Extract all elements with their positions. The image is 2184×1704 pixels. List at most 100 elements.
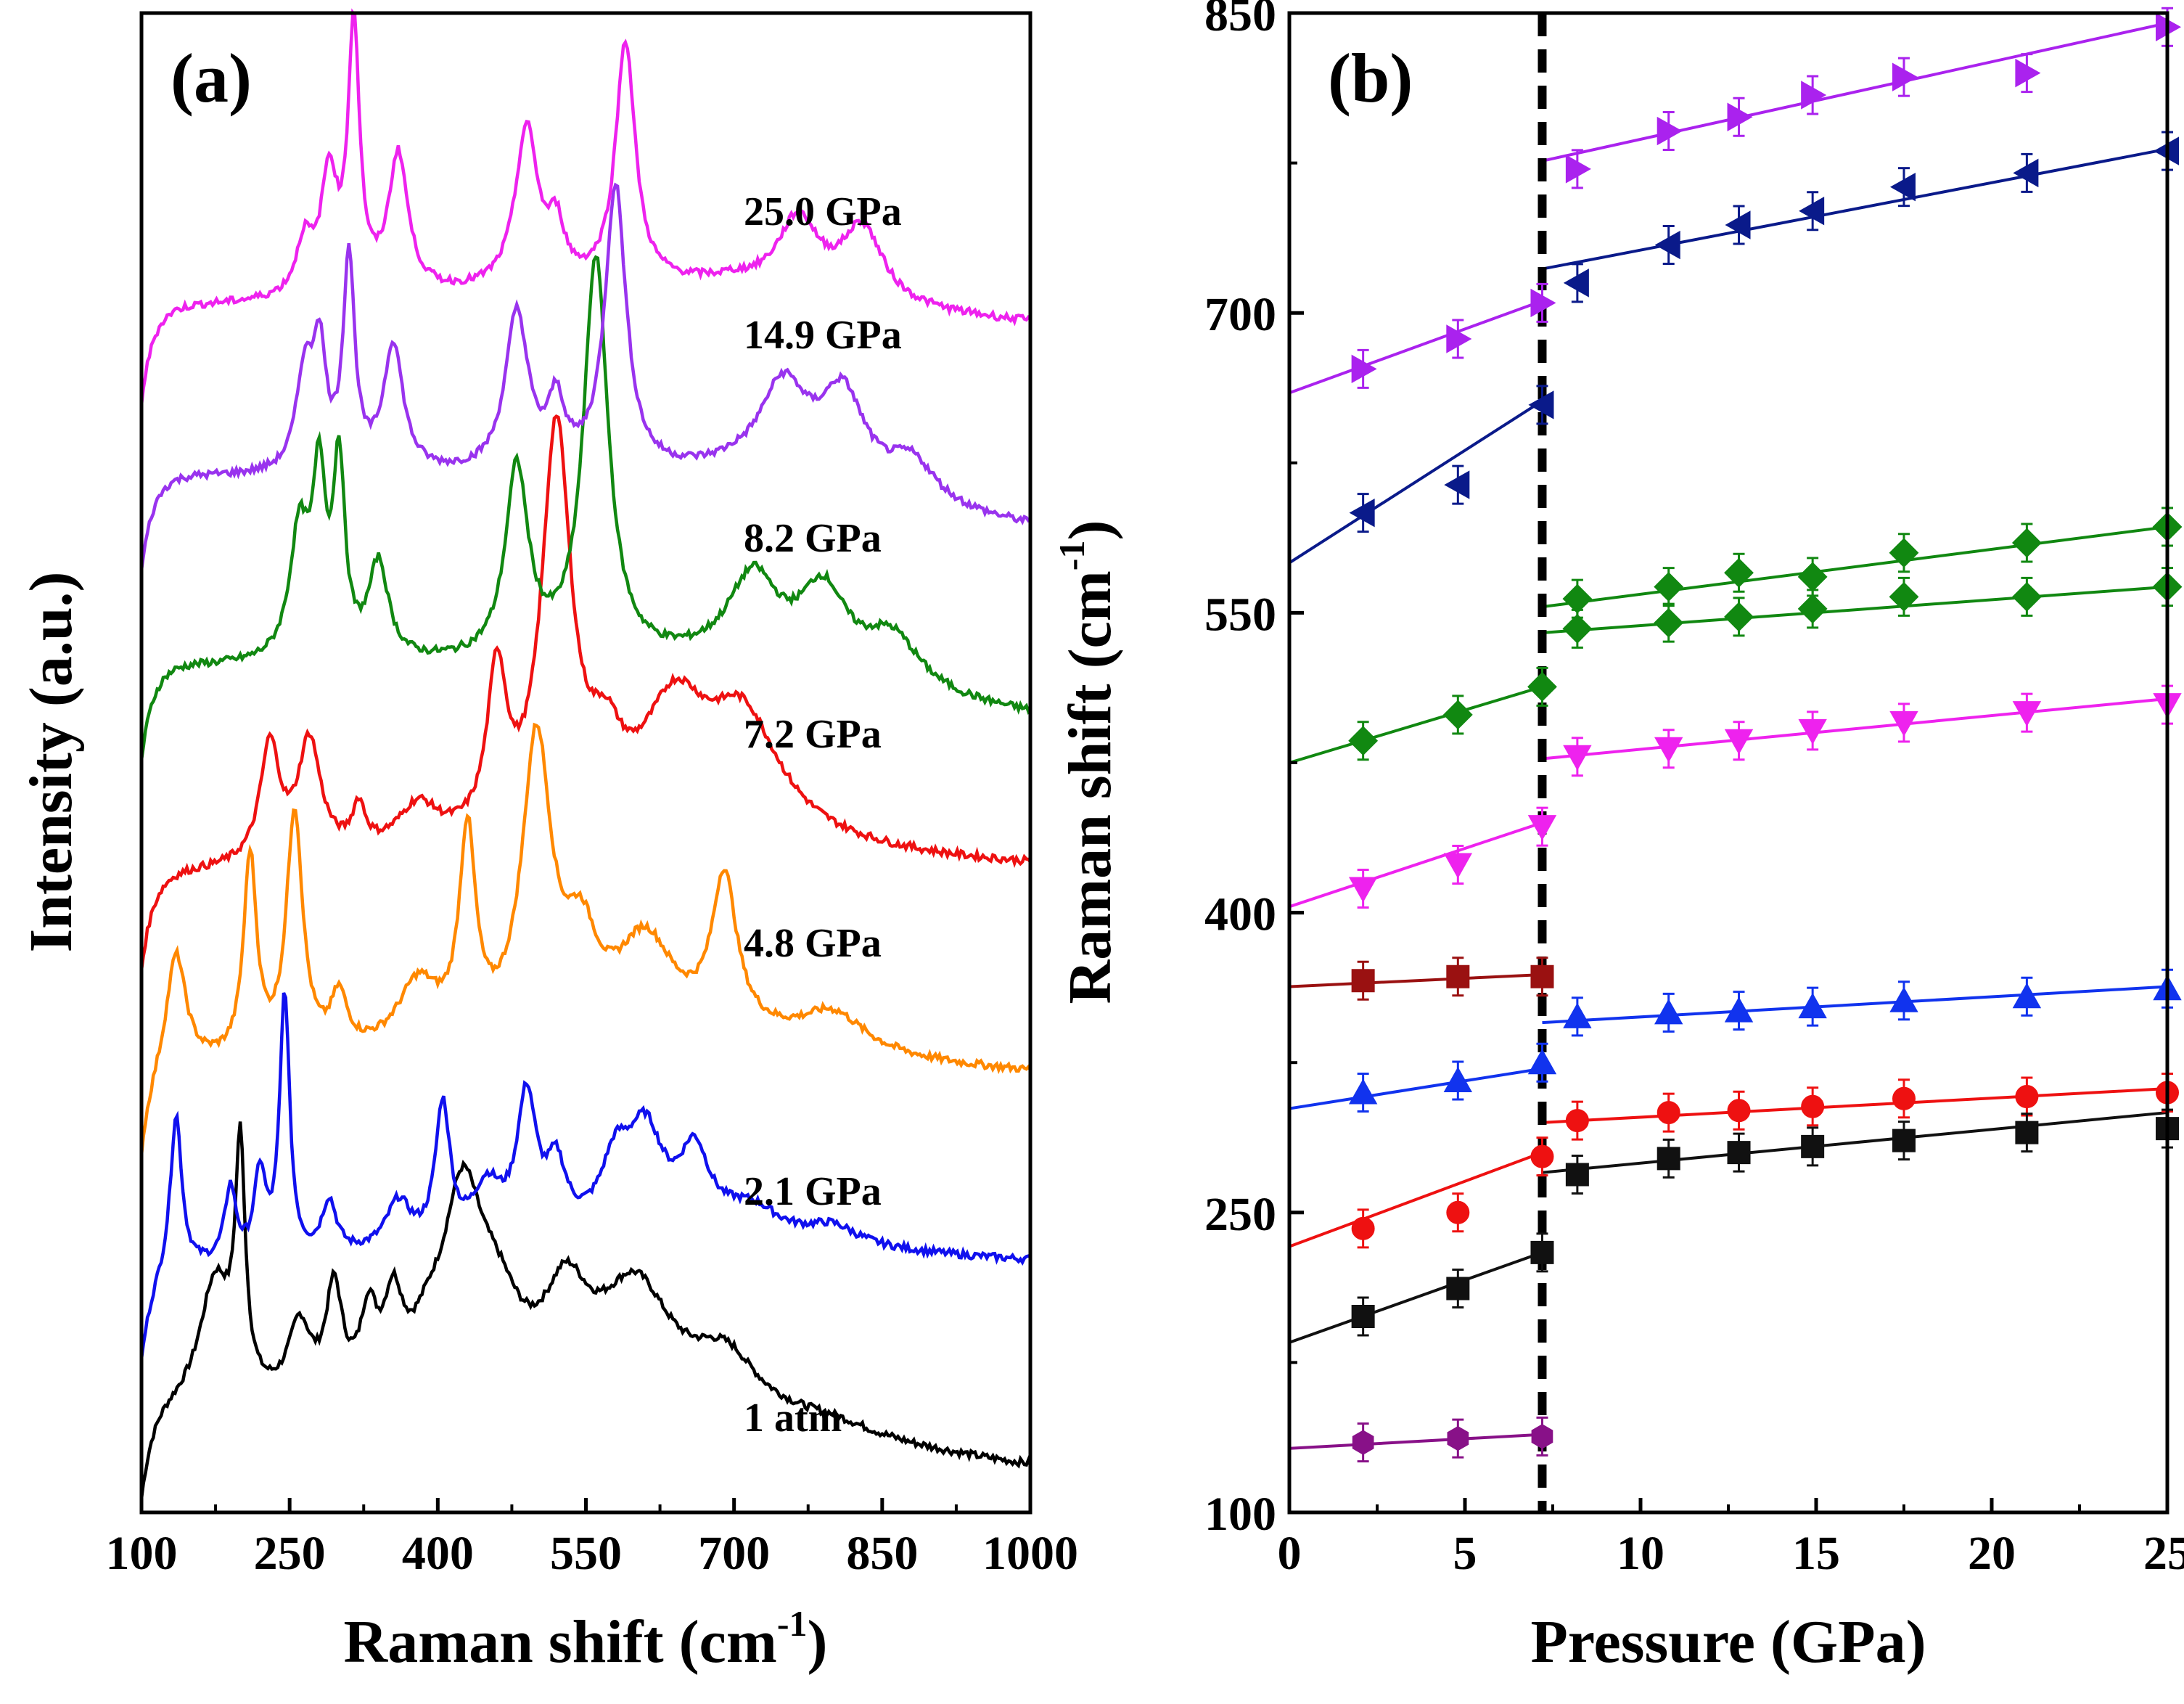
fit-line-red-circle — [1289, 1151, 1543, 1248]
square-marker — [1565, 1163, 1589, 1187]
spectrum-7.2-gpa — [139, 414, 1032, 970]
circle-marker — [1657, 1101, 1680, 1125]
spectrum-label: 25.0 GPa — [744, 189, 902, 234]
spectra-labels: 1 atm 2.1 GPa 4.8 GPa 7.2 GPa 8.2 GPa 14.9 GP… — [744, 189, 902, 1441]
triangle-down-marker — [2012, 701, 2042, 727]
triangle-left-marker — [1528, 390, 1554, 419]
panel-a-raman-spectra: 1 atm 2.1 GPa 4.8 GPa 7.2 GPa 8.2 GPa 14.9 GP… — [17, 8, 1078, 1676]
fit-line-navy-left — [1288, 399, 1543, 565]
x-tick-label: 10 — [1617, 1527, 1664, 1580]
spectrum-25.0-gpa — [139, 8, 1032, 405]
triangle-left-marker — [1799, 197, 1825, 226]
panel-a-x-axis-title: Raman shift (cm-1) — [344, 1603, 828, 1676]
square-marker — [1530, 1240, 1554, 1264]
x-tick-label: 700 — [698, 1527, 770, 1580]
triangle-left-marker — [2013, 158, 2039, 188]
triangle-up-marker — [1654, 999, 1683, 1025]
panel-b-pressure-shift: 0 5 10 15 20 25 100 250 400 550 700 850 (b) Pressur… — [1051, 0, 2184, 1676]
circle-marker — [1892, 1086, 1916, 1110]
triangle-right-marker — [1801, 81, 1827, 110]
circle-marker — [1530, 1144, 1554, 1168]
fit-line-purple-right — [1289, 299, 1543, 395]
fit-line-magenta-down — [1289, 821, 1543, 909]
triangle-down-marker — [1889, 710, 1918, 737]
panel-b-frame — [1287, 11, 2169, 1515]
triangle-left-marker — [1889, 172, 1916, 202]
fit-line-green-lower — [1542, 585, 2168, 634]
fit-line-blue-up — [1289, 1067, 1543, 1110]
hexagon-marker — [1447, 1425, 1469, 1451]
fit-line-magenta-down — [1542, 697, 2168, 761]
square-marker — [1727, 1141, 1751, 1165]
diamond-marker — [1797, 594, 1828, 624]
circle-marker — [1727, 1099, 1751, 1123]
diamond-marker — [2011, 528, 2042, 558]
y-tick-label: 700 — [1204, 288, 1276, 341]
triangle-up-marker — [1889, 986, 1918, 1012]
triangle-right-marker — [1565, 155, 1591, 184]
triangle-down-marker — [1443, 853, 1473, 879]
triangle-down-marker — [1798, 718, 1827, 745]
triangle-right-marker — [1892, 62, 1918, 91]
triangle-down-marker — [1348, 877, 1378, 903]
diamond-marker — [1889, 538, 1919, 568]
triangle-right-marker — [1727, 102, 1753, 131]
panel-a-frame — [139, 11, 1033, 1515]
square-marker — [2015, 1121, 2039, 1144]
square-marker — [1351, 969, 1375, 993]
fit-line-purple-right — [1542, 21, 2168, 163]
hexagon-marker — [1352, 1430, 1374, 1455]
triangle-up-marker — [1443, 1066, 1473, 1092]
circle-marker — [1565, 1109, 1589, 1133]
fit-line-purple-hexagon — [1289, 1433, 1543, 1450]
diamond-marker — [1442, 700, 1473, 730]
x-tick-label: 0 — [1278, 1527, 1302, 1580]
fit-line-green-lower — [1289, 685, 1543, 764]
panel-b-y-axis-title: Raman shift (cm-1) — [1051, 520, 1124, 1004]
panel-a-tag: (a) — [171, 39, 252, 117]
diamond-marker — [1724, 602, 1754, 632]
triangle-left-marker — [1349, 498, 1375, 528]
x-tick-label: 1000 — [982, 1527, 1078, 1580]
diamond-marker — [1654, 572, 1684, 602]
spectrum-label: 1 atm — [744, 1396, 842, 1441]
fit-line-navy-left — [1542, 147, 2168, 271]
circle-marker — [1801, 1094, 1825, 1118]
panel-b-ticks: 0 5 10 15 20 25 100 250 400 550 700 850 — [1204, 0, 2184, 1580]
triangle-up-marker — [2012, 983, 2042, 1009]
spectrum-label: 4.8 GPa — [744, 921, 882, 966]
triangle-up-marker — [1563, 1002, 1592, 1028]
circle-marker — [1351, 1216, 1375, 1240]
spectrum-2.1-gpa — [139, 992, 1031, 1359]
data-points — [1348, 7, 2183, 1463]
square-marker — [1530, 964, 1554, 988]
x-tick-label: 550 — [550, 1527, 622, 1580]
circle-marker — [2015, 1085, 2039, 1109]
diamond-marker — [1889, 581, 1919, 612]
spectrum-label: 14.9 GPa — [744, 313, 902, 358]
x-tick-label: 400 — [402, 1527, 474, 1580]
x-tick-label: 25 — [2143, 1527, 2184, 1580]
panel-a-x-axis-title-close: ) — [807, 1608, 827, 1676]
fit-line-green-upper — [1542, 525, 2168, 609]
x-tick-label: 250 — [254, 1527, 326, 1580]
triangle-right-marker — [2015, 58, 2041, 88]
fit-lines — [1288, 21, 2168, 1450]
panel-a-x-axis-title-main: Raman shift (cm — [344, 1608, 777, 1676]
spectra-curves — [139, 8, 1033, 1499]
triangle-right-marker — [1530, 288, 1556, 318]
triangle-left-marker — [1563, 269, 1589, 298]
panel-a-y-axis-title: Intensity (a.u.) — [17, 571, 85, 952]
diamond-marker — [1797, 562, 1828, 592]
triangle-left-marker — [1654, 230, 1680, 260]
fit-line-black-square — [1542, 1111, 2168, 1174]
diamond-marker — [1654, 607, 1684, 638]
y-tick-label: 850 — [1204, 0, 1276, 41]
diamond-marker — [1562, 614, 1593, 644]
triangle-down-marker — [1724, 729, 1754, 755]
spectrum-14.9-gpa — [139, 182, 1032, 570]
x-tick-label: 850 — [846, 1527, 918, 1580]
panel-b-y-axis-title-close: ) — [1056, 520, 1124, 541]
triangle-up-marker — [1798, 993, 1827, 1019]
